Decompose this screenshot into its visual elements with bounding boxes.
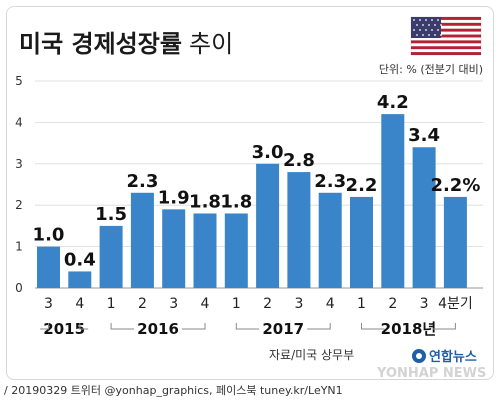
quarter-tick-label: 4: [75, 296, 84, 312]
y-tick-label: 3: [15, 157, 23, 171]
value-label: 1.0: [33, 225, 65, 246]
year-bracket: [361, 323, 385, 330]
value-labels: 1.00.41.52.31.9 1.8 1.83.0 2.82.3 2.24.23.42…: [33, 92, 481, 270]
bar: [68, 271, 92, 288]
quarter-tick-label: 2: [263, 296, 272, 312]
year-bracket: [79, 323, 89, 330]
bar: [318, 192, 342, 288]
y-tick-label: 1: [15, 240, 23, 254]
chart-title: 미국 경제성장률: [19, 30, 182, 58]
year-label: 2016: [137, 320, 179, 338]
value-label: 2.8: [283, 150, 315, 171]
yonhap-logo: 연합뉴스: [412, 349, 477, 365]
bar: [256, 163, 280, 288]
svg-text:연합뉴스: 연합뉴스: [429, 349, 477, 365]
value-label: 3.4: [408, 125, 440, 146]
quarter-tick-label: 3: [420, 296, 429, 312]
bar: [443, 196, 467, 288]
year-groups: 2015 2016 2017 2018년: [40, 320, 456, 338]
us-flag-icon: [410, 16, 482, 56]
value-label: 1.8: [189, 191, 221, 212]
value-label: 1.8: [220, 191, 252, 212]
year-label: 2017: [262, 320, 304, 338]
bar: [412, 147, 436, 288]
y-tick-label: 5: [15, 74, 23, 88]
year-bracket: [40, 323, 49, 330]
year-bracket: [432, 323, 456, 330]
value-label: 1.5: [95, 204, 127, 225]
quarter-tick-label: 4: [201, 296, 210, 312]
bar: [37, 246, 60, 288]
bar: [381, 114, 405, 289]
year-label: 2018년: [381, 320, 437, 338]
year-bracket: [235, 323, 260, 330]
bar: [162, 209, 186, 288]
value-label: 2.3: [314, 171, 346, 192]
growth-chart: 미국 경제성장률 추이 단위: % (전분기 대비) 0 1 2 3 4 5 1.0 0.4…: [15, 16, 486, 379]
quarter-tick-label: 4분기: [438, 296, 473, 312]
y-axis: 0 1 2 3 4 5: [15, 74, 23, 295]
credit-line: / 20190329 트위터 @yonhap_graphics, 페이스북 tu…: [4, 384, 343, 397]
year-bracket: [110, 323, 135, 330]
quarter-tick-label: 1: [107, 296, 116, 312]
y-tick-label: 2: [15, 198, 23, 212]
bar: [193, 213, 217, 288]
bars: [37, 114, 467, 289]
quarter-tick-label: 1: [357, 296, 366, 312]
year-bracket: [182, 323, 206, 330]
y-tick-label: 0: [15, 281, 23, 295]
value-label: 2.2%: [430, 175, 480, 196]
value-label: 2.2: [346, 175, 378, 196]
chart-title-suffix: 추이: [189, 30, 233, 58]
quarter-tick-label: 3: [169, 296, 178, 312]
year-label: 2015: [43, 320, 85, 338]
quarter-tick-label: 3: [44, 296, 53, 312]
source-note: 자료/미국 상무부: [269, 348, 354, 362]
bar: [287, 172, 311, 288]
quarter-tick-label: 2: [138, 296, 147, 312]
quarter-tick-label: 1: [232, 296, 241, 312]
chart-panel: 미국 경제성장률 추이 단위: % (전분기 대비) 0 1 2 3 4 5 1.0 0.4…: [6, 6, 494, 380]
year-bracket: [307, 323, 331, 330]
bar: [350, 196, 373, 288]
value-label: 4.2: [377, 92, 409, 113]
bar: [130, 192, 154, 288]
value-label: 3.0: [252, 142, 284, 163]
bar: [99, 225, 123, 288]
value-label: 1.9: [158, 187, 190, 208]
y-tick-label: 4: [15, 115, 23, 129]
x-axis: 3 4 1 2 3 4 1 2 3 4 1 2 3 4분기: [44, 296, 473, 312]
bar: [224, 213, 248, 288]
value-label: 0.4: [64, 249, 96, 270]
unit-note: 단위: % (전분기 대비): [379, 63, 483, 76]
value-label: 2.3: [126, 171, 158, 192]
quarter-tick-label: 4: [326, 296, 335, 312]
quarter-tick-label: 2: [388, 296, 397, 312]
watermark: YONHAP NEWS: [376, 366, 486, 379]
quarter-tick-label: 3: [294, 296, 303, 312]
